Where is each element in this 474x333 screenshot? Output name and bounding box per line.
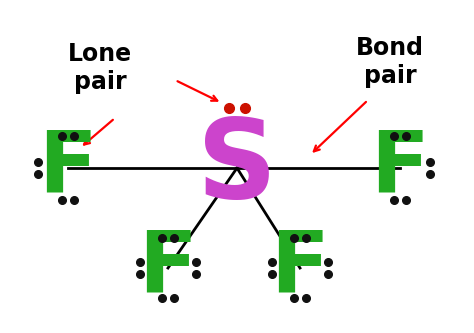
Text: F: F [271, 226, 329, 309]
Text: F: F [138, 226, 197, 309]
Text: F: F [371, 127, 429, 209]
Text: Bond
pair: Bond pair [356, 36, 424, 88]
Text: S: S [197, 115, 277, 221]
Text: Lone
pair: Lone pair [68, 42, 132, 94]
Text: F: F [38, 127, 97, 209]
